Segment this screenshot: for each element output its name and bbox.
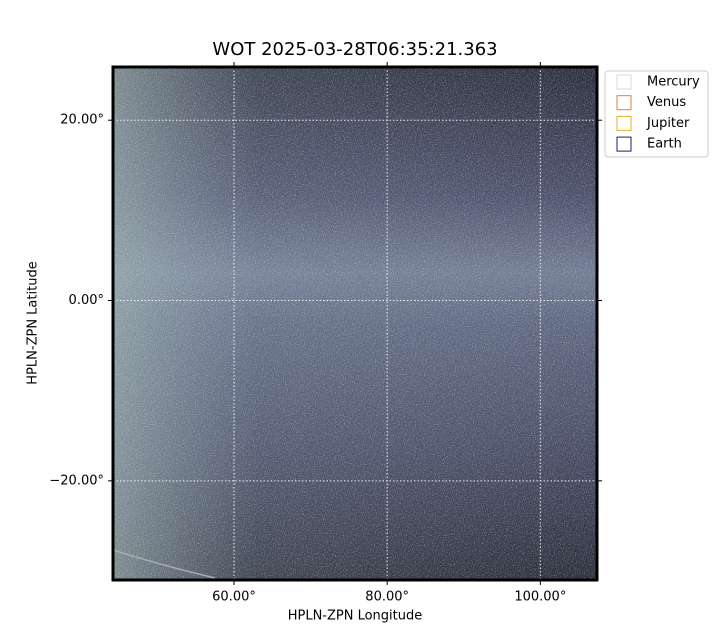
image-noise bbox=[113, 67, 597, 580]
x-tick-label: 100.00° bbox=[514, 590, 566, 605]
y-tick-label: 20.00° bbox=[60, 113, 104, 128]
legend-label: Venus bbox=[647, 95, 686, 110]
legend-swatch bbox=[616, 136, 632, 152]
y-tick-label: 0.00° bbox=[69, 293, 104, 308]
legend-label: Earth bbox=[647, 137, 682, 152]
legend-label: Mercury bbox=[647, 75, 700, 90]
x-axis-label: HPLN-ZPN Longitude bbox=[288, 609, 423, 624]
chart-title: WOT 2025-03-28T06:35:21.363 bbox=[212, 39, 497, 60]
legend-swatch bbox=[616, 74, 632, 90]
legend: Mercury Venus Jupiter Earth bbox=[604, 70, 709, 158]
image bbox=[112, 67, 597, 580]
image-streak bbox=[112, 549, 216, 579]
y-axis-label: HPLN-ZPN Latitude bbox=[26, 261, 41, 384]
legend-swatch bbox=[616, 115, 632, 131]
plot-frame bbox=[111, 65, 599, 582]
x-tick-label: 80.00° bbox=[365, 590, 409, 605]
legend-label: Jupiter bbox=[646, 116, 690, 131]
grid bbox=[113, 67, 597, 580]
y-tick-label: −20.00° bbox=[49, 473, 104, 488]
legend-swatch bbox=[616, 95, 632, 111]
legend-frame bbox=[604, 70, 709, 158]
x-tick-label: 60.00° bbox=[212, 590, 256, 605]
